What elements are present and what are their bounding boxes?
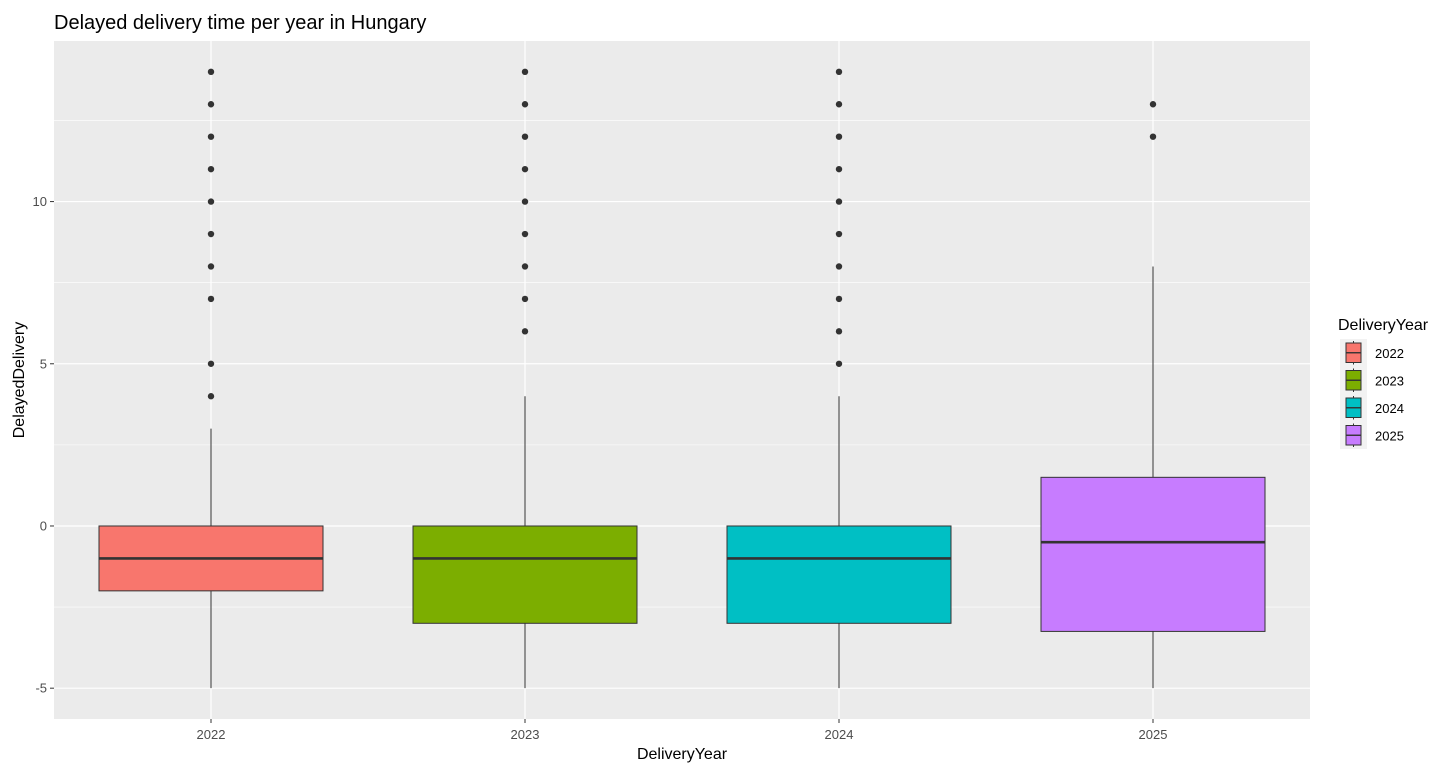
outlier-point — [521, 230, 529, 238]
box-2025 — [1040, 101, 1266, 689]
outlier-point — [521, 68, 529, 76]
legend-item-2025: 2025 — [1340, 421, 1404, 449]
outlier-point — [207, 133, 215, 140]
legend-label: 2024 — [1375, 401, 1404, 416]
outlier-point — [207, 263, 215, 270]
outlier-point — [207, 101, 215, 108]
x-tick-label: 2024 — [825, 727, 854, 742]
legend-item-2023: 2023 — [1340, 366, 1404, 394]
box-2024 — [726, 68, 952, 689]
y-axis-title: DelayedDelivery — [11, 322, 28, 439]
box-2023 — [412, 68, 638, 689]
y-tick-label: -5 — [35, 681, 47, 696]
outlier-point — [207, 295, 215, 303]
box-body — [726, 525, 952, 624]
outlier-point — [835, 263, 843, 270]
outlier-point — [207, 230, 215, 238]
outlier-point — [835, 165, 843, 173]
outlier-point — [521, 165, 529, 173]
legend-item-2022: 2022 — [1340, 339, 1404, 367]
outlier-point — [835, 101, 843, 108]
box-body — [1040, 476, 1266, 632]
outlier-point — [835, 360, 843, 367]
outlier-point — [521, 263, 529, 270]
outlier-point — [1149, 101, 1157, 108]
y-tick-label: 5 — [40, 356, 47, 371]
legend-label: 2022 — [1375, 346, 1404, 361]
y-tick-label: 10 — [33, 194, 47, 209]
legend-item-2024: 2024 — [1340, 394, 1404, 422]
outlier-point — [521, 101, 529, 108]
outlier-point — [521, 198, 529, 205]
outlier-point — [1149, 133, 1157, 140]
outlier-point — [207, 393, 215, 400]
x-tick-label: 2025 — [1139, 727, 1168, 742]
outlier-point — [835, 133, 843, 140]
outlier-point — [835, 68, 843, 76]
legend: DeliveryYear 2022 2023 2024 2025 — [1338, 317, 1429, 449]
box-body — [412, 525, 638, 624]
legend-label: 2025 — [1375, 428, 1404, 443]
outlier-point — [207, 198, 215, 205]
legend-title: DeliveryYear — [1338, 317, 1429, 334]
outlier-point — [835, 328, 843, 335]
outlier-point — [207, 68, 215, 76]
x-tick-label: 2023 — [511, 727, 540, 742]
outlier-point — [207, 165, 215, 173]
outlier-point — [835, 198, 843, 205]
box-layer — [98, 68, 1266, 689]
axis-layer: -5 0 5 10 2022 2023 2024 2025 — [33, 194, 1168, 742]
outlier-point — [207, 360, 215, 367]
outlier-point — [835, 230, 843, 238]
outlier-point — [521, 133, 529, 140]
outlier-point — [835, 295, 843, 303]
outlier-point — [521, 328, 529, 335]
x-axis-title: DeliveryYear — [637, 746, 728, 763]
y-tick-label: 0 — [40, 518, 47, 533]
outlier-point — [521, 295, 529, 303]
legend-label: 2023 — [1375, 373, 1404, 388]
box-2022 — [98, 68, 324, 689]
chart-title: Delayed delivery time per year in Hungar… — [54, 12, 426, 34]
x-tick-label: 2022 — [197, 727, 226, 742]
